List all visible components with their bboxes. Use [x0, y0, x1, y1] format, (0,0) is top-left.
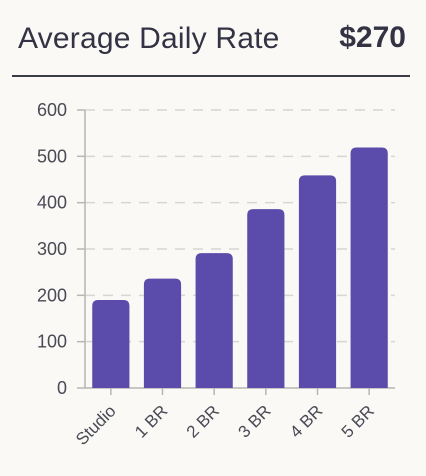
x-tick-label-5: 5 BR — [338, 401, 378, 441]
x-tick-label-1: 1 BR — [131, 401, 171, 441]
bar-chart: 0 100 200 300 400 500 600 Studio 1 BR 2 BR 3 BR 4 B… — [37, 100, 395, 449]
y-tick-label-300: 300 — [37, 239, 67, 259]
y-tick-label-600: 600 — [37, 100, 67, 120]
y-tick-label-100: 100 — [37, 332, 67, 352]
bar-4-br — [298, 175, 337, 388]
bar-1-br — [143, 278, 182, 388]
y-tick-label-400: 400 — [37, 193, 67, 213]
x-tick-label-2: 2 BR — [183, 401, 223, 441]
headline-metric: $270 — [339, 21, 406, 54]
x-tick-label-0: Studio — [72, 401, 120, 449]
bar-2-br — [195, 253, 233, 388]
bar-studio — [92, 299, 130, 388]
x-tick-label-3: 3 BR — [235, 401, 275, 441]
bar-5-br — [350, 147, 388, 388]
x-tick-label-4: 4 BR — [286, 401, 326, 441]
header-divider — [12, 75, 410, 77]
bar-3-br — [247, 209, 285, 388]
y-tick-label-0: 0 — [57, 378, 67, 398]
card-header: Average Daily Rate $270 — [12, 18, 410, 74]
chart-title: Average Daily Rate — [18, 22, 280, 55]
y-tick-label-200: 200 — [37, 285, 67, 305]
y-tick-label-500: 500 — [37, 146, 67, 166]
chart-area: 0 100 200 300 400 500 600 Studio 1 BR 2 BR 3 BR 4 B… — [0, 80, 426, 476]
